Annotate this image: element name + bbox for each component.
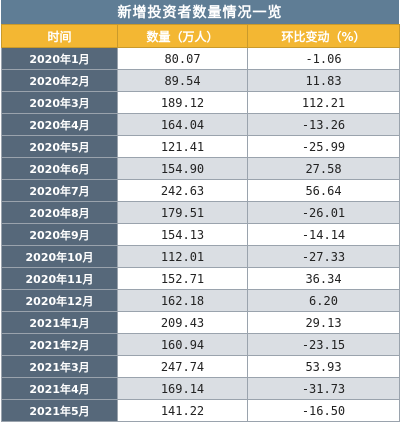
cell-count: 121.41 — [117, 135, 248, 158]
cell-change: -31.73 — [247, 377, 400, 400]
cell-time: 2020年4月 — [1, 113, 118, 136]
cell-count: 141.22 — [117, 399, 248, 422]
cell-count: 242.63 — [117, 179, 248, 202]
cell-change: -26.01 — [247, 201, 400, 224]
cell-time: 2020年11月 — [1, 267, 118, 290]
table-title: 新增投资者数量情况一览 — [1, 0, 399, 24]
cell-change: -14.14 — [247, 223, 400, 246]
cell-count: 179.51 — [117, 201, 248, 224]
cell-change: 36.34 — [247, 267, 400, 290]
cell-count: 164.04 — [117, 113, 248, 136]
table-row: 2020年12月 162.18 6.20 — [1, 289, 400, 312]
table-row: 2021年3月 247.74 53.93 — [1, 355, 400, 378]
table-row: 2021年1月 209.43 29.13 — [1, 311, 400, 334]
cell-time: 2020年7月 — [1, 179, 118, 202]
cell-change: 27.58 — [247, 157, 400, 180]
table-row: 2020年10月 112.01 -27.33 — [1, 245, 400, 268]
cell-time: 2021年5月 — [1, 399, 118, 422]
table-row: 2020年3月 189.12 112.21 — [1, 91, 400, 114]
table-row: 2021年2月 160.94 -23.15 — [1, 333, 400, 356]
cell-count: 154.90 — [117, 157, 248, 180]
header-time: 时间 — [1, 24, 118, 48]
cell-time: 2021年4月 — [1, 377, 118, 400]
header-row: 时间 数量（万人） 环比变动（%） — [1, 24, 400, 48]
cell-count: 169.14 — [117, 377, 248, 400]
cell-time: 2020年2月 — [1, 69, 118, 92]
cell-change: 29.13 — [247, 311, 400, 334]
header-change: 环比变动（%） — [247, 24, 400, 48]
cell-count: 189.12 — [117, 91, 248, 114]
table-row: 2021年4月 169.14 -31.73 — [1, 377, 400, 400]
cell-count: 89.54 — [117, 69, 248, 92]
cell-time: 2020年9月 — [1, 223, 118, 246]
cell-count: 209.43 — [117, 311, 248, 334]
cell-count: 112.01 — [117, 245, 248, 268]
cell-time: 2020年5月 — [1, 135, 118, 158]
cell-time: 2021年1月 — [1, 311, 118, 334]
cell-change: 53.93 — [247, 355, 400, 378]
cell-time: 2020年3月 — [1, 91, 118, 114]
cell-change: 6.20 — [247, 289, 400, 312]
table-row: 2020年2月 89.54 11.83 — [1, 69, 400, 92]
cell-time: 2020年8月 — [1, 201, 118, 224]
cell-change: -25.99 — [247, 135, 400, 158]
cell-change: -13.26 — [247, 113, 400, 136]
table-row: 2020年11月 152.71 36.34 — [1, 267, 400, 290]
cell-time: 2020年12月 — [1, 289, 118, 312]
cell-change: 11.83 — [247, 69, 400, 92]
table-row: 2020年5月 121.41 -25.99 — [1, 135, 400, 158]
cell-change: -1.06 — [247, 47, 400, 70]
cell-change: 56.64 — [247, 179, 400, 202]
table-row: 2020年1月 80.07 -1.06 — [1, 47, 400, 70]
cell-time: 2021年3月 — [1, 355, 118, 378]
table-row: 2020年9月 154.13 -14.14 — [1, 223, 400, 246]
table-row: 2020年7月 242.63 56.64 — [1, 179, 400, 202]
cell-count: 247.74 — [117, 355, 248, 378]
cell-time: 2020年10月 — [1, 245, 118, 268]
cell-time: 2020年1月 — [1, 47, 118, 70]
cell-change: 112.21 — [247, 91, 400, 114]
cell-count: 154.13 — [117, 223, 248, 246]
cell-count: 160.94 — [117, 333, 248, 356]
cell-change: -23.15 — [247, 333, 400, 356]
header-count: 数量（万人） — [117, 24, 248, 48]
cell-time: 2020年6月 — [1, 157, 118, 180]
table-row: 2020年6月 154.90 27.58 — [1, 157, 400, 180]
cell-change: -16.50 — [247, 399, 400, 422]
cell-count: 80.07 — [117, 47, 248, 70]
cell-count: 152.71 — [117, 267, 248, 290]
table-row: 2020年8月 179.51 -26.01 — [1, 201, 400, 224]
table-row: 2021年5月 141.22 -16.50 — [1, 399, 400, 422]
cell-time: 2021年2月 — [1, 333, 118, 356]
cell-change: -27.33 — [247, 245, 400, 268]
table-row: 2020年4月 164.04 -13.26 — [1, 113, 400, 136]
investor-table: 时间 数量（万人） 环比变动（%） 2020年1月 80.07 -1.06 2020年… — [1, 24, 400, 422]
cell-count: 162.18 — [117, 289, 248, 312]
